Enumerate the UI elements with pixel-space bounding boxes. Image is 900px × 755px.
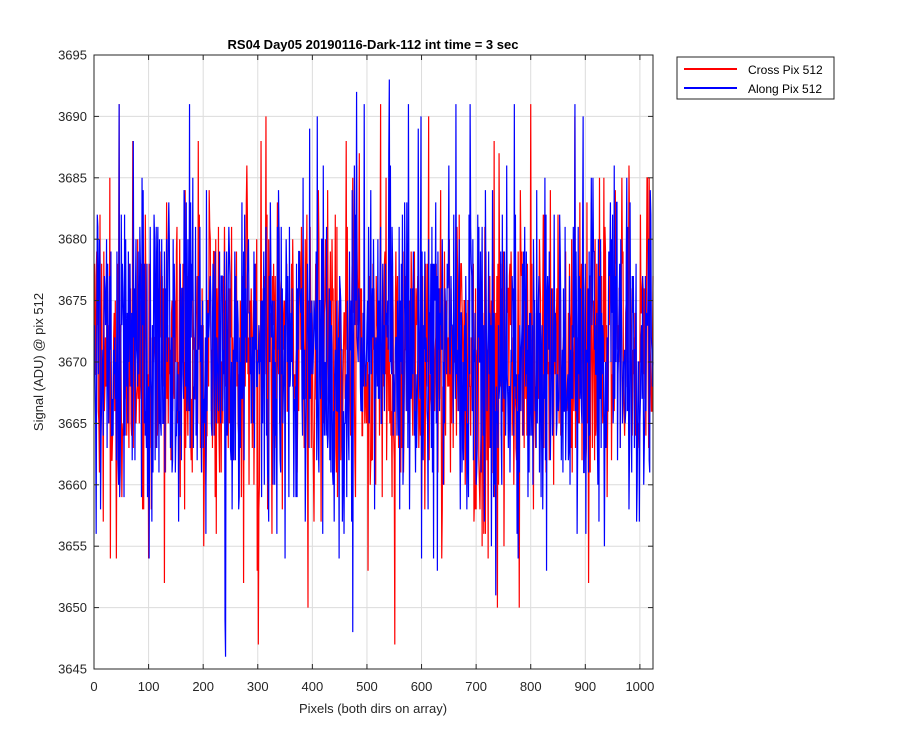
y-tick-label: 3685	[58, 170, 87, 185]
chart-title: RS04 Day05 20190116-Dark-112 int time = …	[228, 37, 519, 52]
series-layer	[93, 79, 654, 657]
y-tick-label: 3665	[58, 416, 87, 431]
y-axis-label: Signal (ADU) @ pix 512	[31, 293, 46, 431]
y-tick-label: 3670	[58, 355, 87, 370]
legend-box	[676, 56, 835, 100]
y-tick-label: 3645	[58, 662, 87, 677]
legend: Cross Pix 512 Along Pix 512	[676, 56, 835, 100]
x-tick-label: 1000	[625, 679, 654, 694]
axis-ticks: 0 100 200 300 400 500 600 700 800 900 1000 3645 3650…	[58, 48, 654, 695]
y-tick-label: 3660	[58, 477, 87, 492]
x-tick-label: 400	[302, 679, 324, 694]
y-tick-label: 3690	[58, 109, 87, 124]
x-tick-label: 900	[574, 679, 596, 694]
x-tick-label: 0	[90, 679, 97, 694]
x-axis-label: Pixels (both dirs on array)	[299, 701, 447, 716]
y-tick-label: 3655	[58, 539, 87, 554]
x-tick-label: 600	[411, 679, 433, 694]
legend-label-along: Along Pix 512	[748, 82, 822, 96]
x-tick-label: 100	[138, 679, 160, 694]
y-tick-label: 3680	[58, 232, 87, 247]
x-tick-label: 200	[192, 679, 214, 694]
x-tick-label: 300	[247, 679, 269, 694]
y-tick-label: 3675	[58, 293, 87, 308]
legend-label-cross: Cross Pix 512	[748, 63, 823, 77]
x-tick-label: 800	[520, 679, 542, 694]
x-tick-label: 500	[356, 679, 378, 694]
x-tick-label: 700	[465, 679, 487, 694]
series-line-along-pix-512	[93, 79, 654, 657]
y-tick-label: 3650	[58, 600, 87, 615]
y-tick-label: 3695	[58, 48, 87, 63]
